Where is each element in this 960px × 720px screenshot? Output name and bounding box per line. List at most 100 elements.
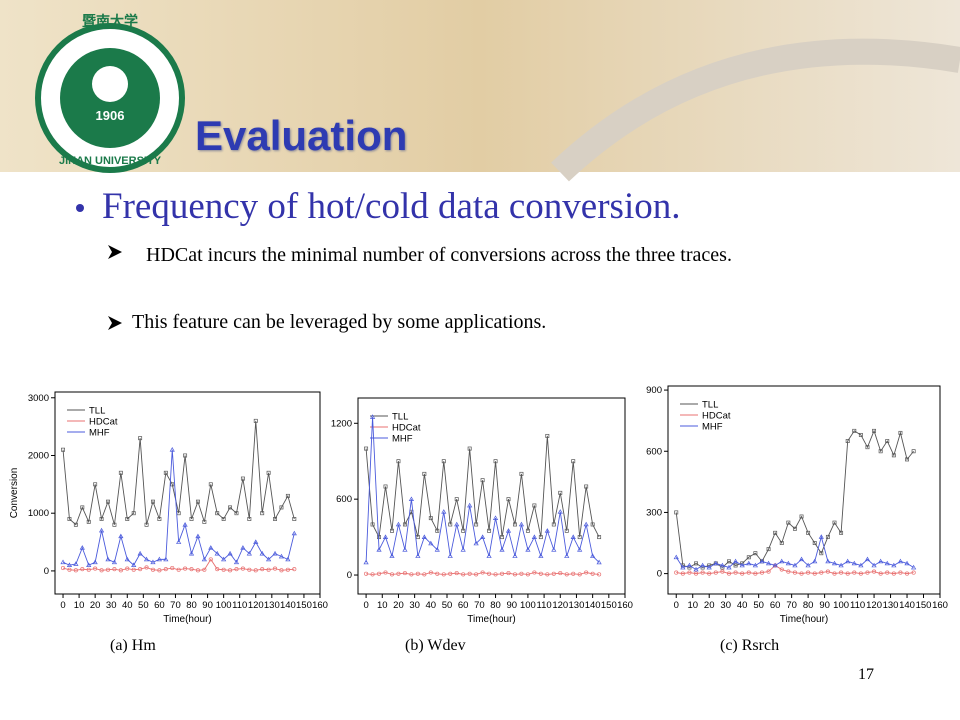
point-marker <box>408 496 415 502</box>
point-marker <box>564 553 570 558</box>
point-marker <box>253 568 258 573</box>
point-marker <box>279 568 284 573</box>
point-marker <box>195 568 200 573</box>
point-marker <box>376 571 382 576</box>
point-marker <box>382 534 389 539</box>
point-marker <box>864 556 871 562</box>
point-marker <box>545 572 550 577</box>
point-marker <box>176 567 181 572</box>
y-tick-label: 0 <box>44 566 49 577</box>
point-marker <box>726 571 732 576</box>
point-marker <box>865 570 870 575</box>
x-tick-label: 50 <box>138 600 149 611</box>
y-tick-label: 0 <box>657 569 662 580</box>
series-line <box>366 572 600 575</box>
point-marker <box>480 478 485 483</box>
point-marker <box>505 528 512 533</box>
x-tick-label: 70 <box>786 600 797 611</box>
series-line <box>62 420 295 526</box>
x-tick-label: 160 <box>932 600 948 611</box>
x-tick-label: 130 <box>264 600 280 611</box>
point-marker <box>746 555 751 560</box>
point-marker <box>571 459 576 464</box>
point-marker <box>390 528 394 533</box>
point-marker <box>240 545 246 550</box>
point-marker <box>467 571 472 576</box>
point-marker <box>151 499 155 504</box>
point-marker <box>779 558 785 564</box>
point-marker <box>766 569 771 574</box>
point-marker <box>227 550 233 556</box>
legend-label: MHF <box>392 434 413 445</box>
point-marker <box>538 535 543 540</box>
x-tick-label: 110 <box>850 600 865 611</box>
point-marker <box>852 570 857 575</box>
point-marker <box>884 560 890 566</box>
point-marker <box>233 559 240 565</box>
point-marker <box>285 556 291 562</box>
point-marker <box>266 556 272 562</box>
point-marker <box>513 522 517 527</box>
point-marker <box>713 560 719 566</box>
point-marker <box>246 550 252 556</box>
point-marker <box>564 572 569 577</box>
point-marker <box>163 470 168 475</box>
point-marker <box>143 556 150 562</box>
point-marker <box>435 571 440 576</box>
point-marker <box>499 547 505 552</box>
point-marker <box>832 571 837 576</box>
y-tick-label: 0 <box>347 570 352 581</box>
x-tick-label: 100 <box>833 600 849 611</box>
point-marker <box>858 432 863 437</box>
point-marker <box>169 447 175 452</box>
point-marker <box>525 528 530 533</box>
point-marker <box>454 521 460 527</box>
logo-emblem <box>92 66 128 102</box>
point-marker <box>904 571 910 576</box>
point-marker <box>499 571 505 576</box>
x-tick-label: 80 <box>490 600 501 611</box>
point-marker <box>680 571 685 576</box>
x-tick-label: 0 <box>60 600 65 611</box>
point-marker <box>519 471 524 476</box>
x-tick-label: 120 <box>866 600 882 611</box>
point-marker <box>131 567 136 572</box>
point-marker <box>858 562 864 568</box>
point-marker <box>792 562 798 568</box>
x-tick-label: 80 <box>803 600 814 611</box>
point-marker <box>467 502 473 508</box>
point-marker <box>532 570 537 575</box>
slide-title: Evaluation <box>195 112 408 159</box>
point-marker <box>461 572 466 577</box>
point-marker <box>480 570 485 575</box>
point-marker <box>428 570 433 575</box>
point-marker <box>838 562 844 568</box>
x-tick-label: 40 <box>737 600 748 611</box>
legend-label: TLL <box>392 412 408 423</box>
point-marker <box>234 511 239 516</box>
point-marker <box>898 430 903 435</box>
logo-english: JINAN UNIVERSITY <box>59 155 162 167</box>
point-marker <box>156 556 162 562</box>
x-tick-label: 60 <box>154 600 165 611</box>
legend-label: HDCat <box>702 411 731 422</box>
point-marker <box>112 567 117 572</box>
point-marker <box>786 569 791 574</box>
point-marker <box>694 561 698 566</box>
point-marker <box>878 571 883 576</box>
point-marker <box>215 511 220 516</box>
x-tick-label: 110 <box>537 600 552 611</box>
point-marker <box>596 559 602 565</box>
point-marker <box>885 570 890 575</box>
point-marker <box>858 571 863 576</box>
point-marker <box>157 568 162 573</box>
y-tick-label: 900 <box>646 385 662 396</box>
point-marker <box>558 490 563 495</box>
point-marker <box>871 562 877 568</box>
point-marker <box>487 571 492 576</box>
point-marker <box>460 547 466 552</box>
point-marker <box>208 545 214 550</box>
point-marker <box>253 539 259 544</box>
plot-frame <box>667 385 941 595</box>
x-tick-label: 150 <box>916 600 932 611</box>
